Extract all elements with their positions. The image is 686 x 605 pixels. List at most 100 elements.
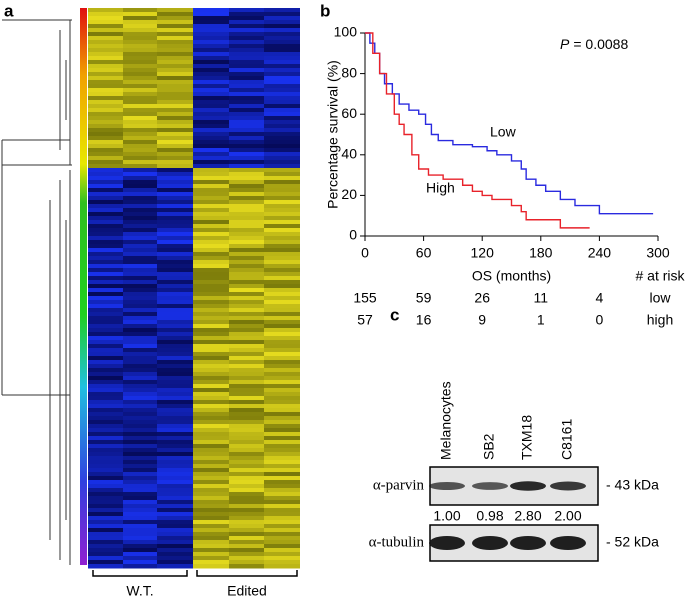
heatmap-cell [88,288,124,293]
heatmap-cell [264,284,300,289]
group-brackets [92,570,298,577]
heatmap-cell [157,68,193,73]
heatmap-cell [264,552,300,557]
heatmap-cell [88,32,124,37]
heatmap-cell [88,244,124,249]
heatmap-cell [264,520,300,525]
heatmap-cell [157,288,193,293]
heatmap-cell [193,472,229,477]
heatmap-cell [157,432,193,437]
heatmap-cell [157,308,193,313]
heatmap-cell [264,420,300,425]
heatmap-cell [229,416,265,421]
y-tick-label: 40 [341,146,357,162]
heatmap-cell [229,556,265,561]
heatmap-cell [229,544,265,549]
heatmap-cell [123,492,159,497]
heatmap-cell [157,60,193,65]
heatmap-cell [123,504,159,509]
heatmap-cell [157,172,193,177]
band [510,536,546,550]
heatmap-cell [264,232,300,237]
heatmap-cell [193,524,229,529]
risk-count: 16 [416,312,432,328]
heatmap-cell [193,44,229,49]
heatmap-cell [264,456,300,461]
heatmap-cell [264,36,300,41]
heatmap-cell [193,48,229,53]
heatmap-cell [88,176,124,181]
heatmap-cell [193,344,229,349]
heatmap-cell [264,88,300,93]
heatmap-cell [193,296,229,301]
heatmap-cell [193,460,229,465]
heatmap-cell [123,156,159,161]
heatmap-cell [123,220,159,225]
heatmap-cell [229,368,265,373]
heatmap-cell [157,328,193,333]
heatmap-cell [157,368,193,373]
heatmap-cell [193,360,229,365]
heatmap-cell [193,380,229,385]
heatmap-cell [193,212,229,217]
heatmap-cell [193,516,229,521]
western-blot: Melanocytes SB2 TXM18 C8161 α-parvin - 43 kDa… [369,381,659,562]
heatmap-cell [88,516,124,521]
heatmap-cell [88,476,124,481]
heatmap-cell [229,340,265,345]
band [429,482,465,490]
heatmap-cell [193,224,229,229]
heatmap-cell [88,376,124,381]
heatmap-cell [157,420,193,425]
heatmap-cell [157,360,193,365]
risk-count: 0 [596,312,604,328]
heatmap-cell [157,280,193,285]
heatmap-cell [88,460,124,465]
heatmap-cell [123,204,159,209]
heatmap-cell [88,276,124,281]
heatmap-cell [229,304,265,309]
heatmap-cell [123,256,159,261]
heatmap-cell [229,436,265,441]
heatmap-cell [193,492,229,497]
heatmap-cell [157,448,193,453]
heatmap-cell [123,344,159,349]
heatmap-cell [193,288,229,293]
heatmap-cell [264,12,300,17]
heatmap-cell [264,364,300,369]
heatmap-cell [123,52,159,57]
heatmap-cell [88,352,124,357]
heatmap-cell [157,404,193,409]
heatmap-cell [123,60,159,65]
heatmap-cell [157,236,193,241]
heatmap-cell [193,468,229,473]
heatmap-cell [193,88,229,93]
curve-label: High [426,180,455,196]
heatmap-cell [157,552,193,557]
heatmap-cell [88,172,124,177]
heatmap-cell [123,428,159,433]
heatmap-cell [88,388,124,393]
heatmap-cell [229,532,265,537]
heatmap-cell [88,240,124,245]
heatmap-cell [157,484,193,489]
heatmap-cell [193,420,229,425]
heatmap-cell [229,148,265,153]
band [550,536,586,550]
heatmap-cell [264,124,300,129]
heatmap-cell [264,24,300,29]
heatmap-cell [88,48,124,53]
heatmap-cell [123,432,159,437]
heatmap-cell [123,64,159,69]
survival-curve [365,32,654,215]
heatmap-cell [123,300,159,305]
heatmap-cell [157,164,193,169]
heatmap-cell [264,172,300,177]
heatmap-cell [193,204,229,209]
heatmap-cell [88,524,124,529]
heatmap-cell [157,260,193,265]
heatmap-cell [157,84,193,89]
heatmap-cell [264,96,300,101]
heatmap-cell [123,544,159,549]
heatmap-cell [264,196,300,201]
